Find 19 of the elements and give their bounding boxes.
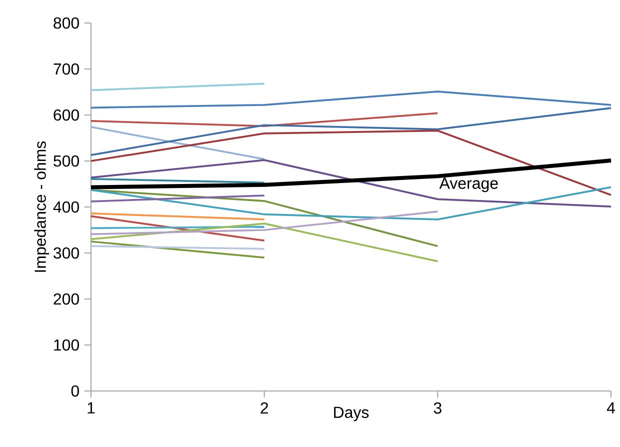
x-tick-label: 1 bbox=[88, 402, 95, 414]
y-tick-label: 500 bbox=[54, 155, 79, 167]
y-tick-label: 800 bbox=[54, 17, 79, 29]
y-tick-label: 200 bbox=[54, 293, 79, 305]
y-tick-label: 0 bbox=[71, 385, 80, 397]
x-tick-label: 2 bbox=[260, 402, 268, 414]
x-tick-label: 4 bbox=[606, 402, 615, 414]
y-tick-label: 400 bbox=[53, 201, 79, 213]
series-label: Average bbox=[439, 178, 498, 192]
line-series bbox=[90, 130, 612, 196]
line-series bbox=[90, 107, 612, 156]
x-tick-label: 3 bbox=[434, 402, 442, 414]
line-series bbox=[90, 159, 612, 208]
y-tick-label: 700 bbox=[54, 63, 79, 75]
y-tick-label: 600 bbox=[54, 109, 79, 121]
y-axis-title: Impedance - ohms bbox=[34, 141, 50, 272]
y-tick-label: 100 bbox=[54, 339, 79, 351]
y-tick-label: 300 bbox=[54, 247, 79, 259]
x-axis-title: Days bbox=[334, 406, 369, 422]
